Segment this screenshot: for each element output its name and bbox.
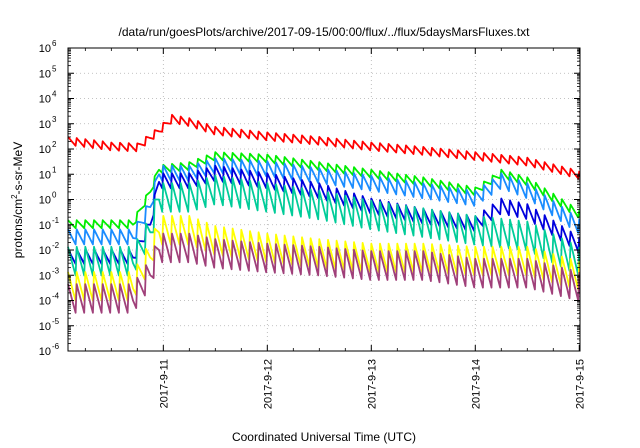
y-axis-label-pre: protons/cm bbox=[11, 199, 25, 258]
x-axis-ticks: 2017-9-11 2017-9-12 2017-9-13 2017-9-14 2017… bbox=[84, 48, 586, 409]
y-tick-label: 10 bbox=[39, 43, 51, 55]
y-axis-label: protons/cm2-s-sr-MeV bbox=[10, 142, 25, 258]
x-tick-label: 2017-9-11 bbox=[158, 359, 170, 408]
y-tick-exponent: 6 bbox=[52, 39, 57, 48]
series-line bbox=[67, 164, 581, 265]
y-tick-base: 10 bbox=[39, 321, 51, 333]
y-tick-exponent: 0 bbox=[52, 191, 57, 200]
y-tick-base: 10 bbox=[39, 68, 51, 80]
x-tick-label: 2017-9-12 bbox=[262, 359, 274, 409]
series-line bbox=[67, 151, 581, 230]
y-tick-base: 10 bbox=[39, 346, 51, 358]
x-tick-label: 2017-9-13 bbox=[366, 359, 378, 409]
series-group bbox=[67, 113, 581, 314]
y-tick-label: 10 bbox=[39, 346, 51, 358]
y-tick-base: 10 bbox=[39, 94, 51, 106]
y-tick-label: 10 bbox=[39, 321, 51, 333]
y-tick-exponent: -1 bbox=[52, 216, 60, 225]
y-tick-base: 10 bbox=[39, 245, 51, 257]
x-axis-label: Coordinated Universal Time (UTC) bbox=[232, 430, 416, 444]
y-tick-exponent: -2 bbox=[52, 241, 60, 250]
y-tick-base: 10 bbox=[39, 195, 51, 207]
y-tick-label: 10 bbox=[39, 119, 51, 131]
y-tick-exponent: -4 bbox=[52, 292, 60, 301]
x-tick-label: 2017-9-14 bbox=[470, 359, 482, 409]
y-tick-exponent: 2 bbox=[52, 140, 57, 149]
y-axis-label-sup: 2 bbox=[10, 194, 19, 199]
y-tick-base: 10 bbox=[39, 119, 51, 131]
y-tick-label: 10 bbox=[39, 220, 51, 232]
y-tick-base: 10 bbox=[39, 296, 51, 308]
y-tick-base: 10 bbox=[39, 43, 51, 55]
series-line bbox=[67, 232, 581, 314]
chart-title: /data/run/goesPlots/archive/2017-09-15/0… bbox=[119, 25, 531, 39]
y-tick-label: 10 bbox=[39, 68, 51, 80]
y-tick-label: 10 bbox=[39, 94, 51, 106]
y-tick-label: 10 bbox=[39, 270, 51, 282]
y-tick-label: 10 bbox=[39, 195, 51, 207]
y-tick-exponent: -3 bbox=[52, 266, 60, 275]
y-tick-label: 10 bbox=[39, 144, 51, 156]
series-line bbox=[67, 113, 581, 180]
y-tick-label: 10 bbox=[39, 169, 51, 181]
series-line bbox=[67, 174, 581, 277]
y-tick-exponent: 3 bbox=[52, 115, 57, 124]
y-tick-exponent: 5 bbox=[52, 64, 57, 73]
y-axis-ticks: 10 -610 -510 -410 -310 -210 -110 010 110 210 310 41… bbox=[39, 39, 580, 358]
x-tick-label: 2017-9-15 bbox=[574, 359, 586, 409]
y-tick-label: 10 bbox=[39, 245, 51, 257]
y-tick-base: 10 bbox=[39, 169, 51, 181]
y-tick-base: 10 bbox=[39, 270, 51, 282]
series-line bbox=[67, 157, 581, 246]
y-tick-base: 10 bbox=[39, 144, 51, 156]
series-line bbox=[67, 215, 581, 302]
y-tick-exponent: -6 bbox=[52, 342, 60, 351]
y-tick-label: 10 bbox=[39, 296, 51, 308]
y-tick-exponent: 4 bbox=[52, 90, 57, 99]
y-axis-label-post: -s-sr-MeV bbox=[11, 142, 25, 195]
y-tick-exponent: 1 bbox=[52, 165, 57, 174]
y-tick-base: 10 bbox=[39, 220, 51, 232]
y-tick-exponent: -5 bbox=[52, 317, 60, 326]
